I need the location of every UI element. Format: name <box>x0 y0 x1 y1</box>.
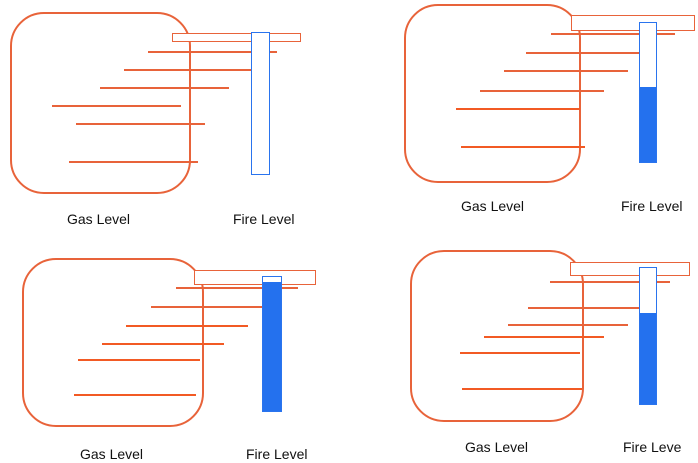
gas-bar-4 <box>504 70 628 72</box>
gas-level-label: Gas Level <box>80 446 144 462</box>
gas-bar-3 <box>484 336 604 338</box>
gas-bar-6 <box>148 51 277 53</box>
gas-bar-5 <box>526 52 650 54</box>
gas-bar-6 <box>550 281 670 283</box>
gas-bar-2 <box>52 105 181 107</box>
fire-level-meter <box>251 32 270 175</box>
gas-bars <box>24 260 316 425</box>
gas-bars <box>406 6 695 181</box>
gas-bar-4 <box>100 87 229 89</box>
gas-bar-1 <box>461 146 585 148</box>
gas-level-indicator <box>410 250 690 422</box>
fire-level-fill <box>640 86 656 162</box>
gas-bar-7 <box>194 270 316 285</box>
gas-bar-4 <box>508 324 628 326</box>
gas-bar-7 <box>172 33 301 42</box>
fire-level-meter <box>639 267 657 405</box>
gas-bar-5 <box>528 307 648 309</box>
gas-bars <box>12 14 301 192</box>
gas-bar-2 <box>460 352 580 354</box>
gas-bar-5 <box>151 306 273 308</box>
gas-bar-3 <box>480 90 604 92</box>
gas-bar-6 <box>176 287 298 289</box>
gas-bar-6 <box>551 33 675 35</box>
gas-level-label: Gas Level <box>461 198 525 211</box>
gas-level-indicator <box>404 4 695 183</box>
fire-level-meter <box>262 276 282 412</box>
gas-level-label: Gas Level <box>67 211 131 227</box>
gas-bar-7 <box>570 262 690 276</box>
gas-bar-1 <box>74 394 196 396</box>
gas-bar-3 <box>76 123 205 125</box>
fire-level-meter <box>639 22 657 163</box>
gas-level-indicator <box>10 12 301 194</box>
fire-level-label: Fire Level <box>621 198 683 211</box>
gas-level-indicator <box>22 258 316 427</box>
fire-level-label: Fire Leve <box>623 439 682 455</box>
gas-bar-2 <box>456 108 580 110</box>
gas-bars <box>412 252 690 420</box>
gas-bar-7 <box>571 15 695 31</box>
gas-bar-5 <box>124 69 253 71</box>
gas-bar-2 <box>78 359 200 361</box>
fire-level-fill <box>263 282 281 411</box>
gas-level-label: Gas Level <box>465 439 529 455</box>
gas-bar-1 <box>69 161 198 163</box>
gas-bar-4 <box>126 325 248 327</box>
fire-level-label: Fire Level <box>246 446 308 462</box>
fire-level-fill <box>640 312 656 404</box>
fire-level-label: Fire Level <box>233 211 295 227</box>
gas-bar-3 <box>102 343 224 345</box>
gas-bar-1 <box>462 388 582 390</box>
